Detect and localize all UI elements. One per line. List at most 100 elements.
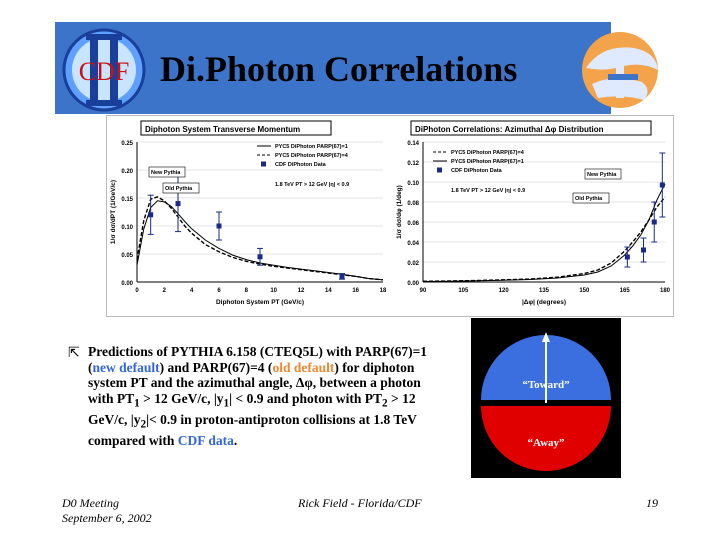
toward-label: “Toward” bbox=[522, 379, 569, 391]
legend-entry: CDF DiPhoton Data bbox=[451, 168, 503, 174]
x-tick-label: 90 bbox=[420, 288, 427, 294]
y-tick-label: 0.25 bbox=[121, 141, 133, 147]
subscript: 2 bbox=[382, 397, 388, 410]
y-tick-label: 0.05 bbox=[121, 253, 133, 259]
desc-part: Predictions of PYTHIA 6.158 (CTEQ5L) wit… bbox=[88, 344, 428, 375]
desc-part: , between a photon with PT bbox=[88, 375, 421, 406]
data-point bbox=[339, 273, 345, 279]
data-point bbox=[257, 254, 263, 260]
x-tick-label: 12 bbox=[298, 288, 305, 294]
desc-part: > 12 GeV/c, |y bbox=[88, 390, 416, 427]
x-tick-label: 8 bbox=[245, 288, 249, 294]
y-tick-label: 0.20 bbox=[121, 169, 133, 175]
data-point bbox=[651, 219, 657, 225]
chart-annotation: 1.8 TeV PT > 12 GeV |η| < 0.9 bbox=[275, 182, 349, 188]
chart-title-box bbox=[140, 120, 332, 136]
callout-box bbox=[148, 166, 186, 178]
y-tick-label: 0.04 bbox=[407, 241, 419, 247]
delta-phi-symbol: Δφ bbox=[295, 375, 313, 390]
x-tick-label: 165 bbox=[620, 288, 631, 294]
data-point bbox=[659, 182, 665, 188]
callout-label: Old Pythia bbox=[165, 186, 193, 192]
footer-author: Rick Field - Florida/CDF bbox=[298, 496, 422, 510]
callout-box bbox=[162, 182, 200, 194]
y-axis-label: 1/σ dσ/dφ (1/deg) bbox=[396, 185, 403, 239]
x-tick-label: 2 bbox=[163, 288, 167, 294]
arrow-head bbox=[542, 332, 550, 342]
y-tick-label: 0.10 bbox=[407, 181, 419, 187]
x-tick-label: 10 bbox=[270, 288, 277, 294]
plots-svg: Diphoton System Transverse Momentum0.000… bbox=[110, 120, 671, 306]
chart-annotation: 1.8 TeV PT > 12 GeV |η| < 0.9 bbox=[451, 188, 525, 194]
data-point bbox=[624, 254, 630, 260]
y-tick-label: 0.00 bbox=[121, 281, 133, 287]
title-banner bbox=[55, 22, 611, 114]
legend-entry: PYC5 DiPhoton PARP(67)=1 bbox=[451, 159, 524, 165]
data-point bbox=[175, 201, 181, 207]
callout-box bbox=[572, 192, 610, 204]
florida-logo bbox=[582, 32, 658, 108]
legend-swatch bbox=[437, 167, 442, 173]
callout-label: New Pythia bbox=[587, 172, 617, 178]
legend-swatch bbox=[261, 161, 266, 167]
callout-label: Old Pythia bbox=[575, 196, 603, 202]
subscript: 2 bbox=[140, 418, 147, 431]
desc-part: ) and PARP(67)=4 ( bbox=[159, 359, 273, 375]
y-tick-label: 0.00 bbox=[407, 281, 419, 287]
plot-panel: Diphoton System Transverse Momentum 0.00 0… bbox=[106, 115, 674, 317]
x-tick-label: 105 bbox=[458, 288, 469, 294]
x-tick-label: 0 bbox=[135, 288, 139, 294]
away-label: “Away” bbox=[527, 437, 564, 449]
series-line bbox=[422, 196, 666, 282]
x-tick-label: 6 bbox=[217, 288, 221, 294]
x-tick-label: 16 bbox=[352, 288, 359, 294]
desc-part: |< 0.9 in proton-antiproton collisions a… bbox=[88, 411, 417, 448]
x-axis-label: Diphoton System PT (GeV/c) bbox=[216, 299, 304, 306]
toward-away-diagram: “Toward” “Away” bbox=[471, 318, 621, 478]
callout-label: New Pythia bbox=[151, 170, 181, 176]
series-line bbox=[136, 200, 384, 281]
y-tick-label: 0.15 bbox=[121, 197, 133, 203]
legend-entry: CDF DiPhoton Data bbox=[275, 162, 327, 168]
chart-title: DiPhoton Correlations: Azimuthal Δφ Dist… bbox=[415, 125, 604, 134]
chart-title-box bbox=[410, 120, 652, 136]
x-tick-label: 180 bbox=[660, 288, 671, 294]
desc-part: | < 0.9 and photon with PT bbox=[229, 390, 383, 406]
subscript: 1 bbox=[223, 397, 230, 410]
data-point bbox=[640, 247, 646, 253]
desc-part: > 12 GeV/c, |y bbox=[139, 390, 224, 406]
y-tick-label: 0.10 bbox=[121, 225, 133, 231]
logo-text: CDF bbox=[79, 57, 130, 86]
away-region bbox=[481, 406, 611, 471]
data-point bbox=[216, 223, 222, 229]
data-point bbox=[148, 212, 154, 218]
description-text: Predictions of PYTHIA 6.158 (CTEQ5L) wit… bbox=[88, 344, 440, 448]
footer-meeting: D0 Meeting September 6, 2002 bbox=[62, 496, 152, 526]
x-tick-label: 135 bbox=[539, 288, 550, 294]
desc-part: ) for diphoton system PT and the azimuth… bbox=[88, 359, 415, 391]
subscript: 1 bbox=[134, 397, 140, 410]
legend-entry: PYC5 DiPhoton PARP(67)=4 bbox=[451, 150, 525, 156]
series-line bbox=[136, 196, 384, 281]
cdf-data-label: CDF data bbox=[177, 432, 234, 448]
y-axis-label: 1/σ dσ/dPT (1/GeV/c) bbox=[110, 180, 117, 244]
chart-title: Diphoton System Transverse Momentum bbox=[145, 125, 300, 134]
meeting-date: September 6, 2002 bbox=[62, 511, 152, 525]
x-tick-label: 18 bbox=[380, 288, 387, 294]
new-default-label: new default bbox=[92, 359, 160, 375]
x-tick-label: 14 bbox=[325, 288, 332, 294]
y-tick-label: 0.08 bbox=[407, 201, 419, 207]
slide-title: Di.Photon Correlations bbox=[160, 49, 518, 89]
meeting-name: D0 Meeting bbox=[62, 496, 119, 510]
x-tick-label: 120 bbox=[499, 288, 510, 294]
page-number: 19 bbox=[646, 496, 658, 510]
y-tick-label: 0.14 bbox=[407, 141, 419, 147]
x-tick-label: 150 bbox=[579, 288, 590, 294]
legend-entry: PYC5 DiPhoton PARP(67)=1 bbox=[275, 144, 348, 150]
y-tick-label: 0.02 bbox=[407, 261, 419, 267]
legend-entry: PYC5 DiPhoton PARP(67)=4 bbox=[275, 153, 349, 159]
desc-part: . bbox=[233, 432, 238, 448]
y-tick-label: 0.06 bbox=[407, 221, 419, 227]
cdf-logo: CDF bbox=[62, 28, 146, 112]
callout-box bbox=[584, 168, 622, 180]
